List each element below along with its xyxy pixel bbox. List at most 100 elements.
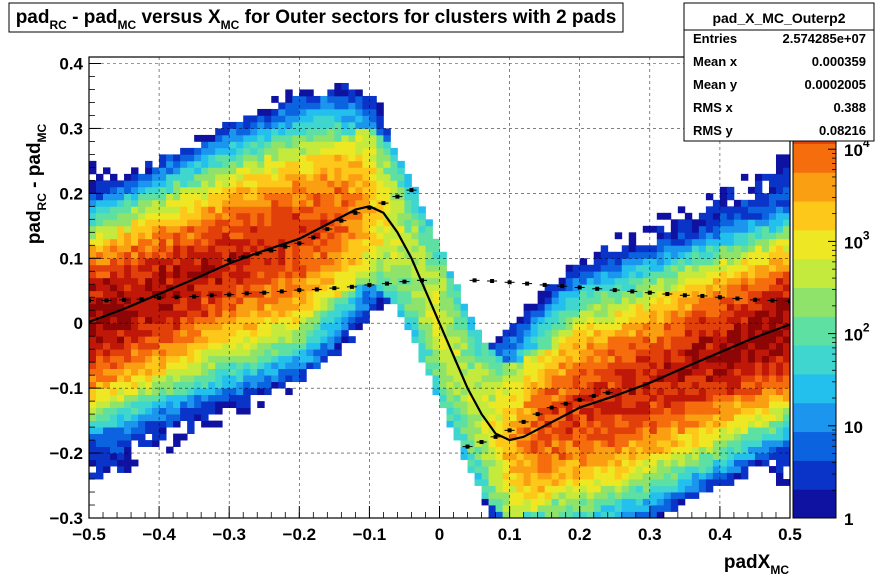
- heatmap-cell: [579, 297, 588, 305]
- heatmap-cell: [775, 199, 784, 207]
- heatmap-cell: [271, 186, 279, 194]
- heatmap-cell: [96, 394, 104, 402]
- heatmap-cell: [642, 485, 651, 493]
- heatmap-cell: [327, 271, 335, 279]
- heatmap-cell: [768, 316, 777, 324]
- heatmap-cell: [194, 245, 202, 253]
- heatmap-cell: [523, 362, 532, 370]
- heatmap-cell: [719, 368, 728, 376]
- heatmap-cell: [523, 498, 532, 506]
- heatmap-cell: [320, 180, 328, 188]
- heatmap-cell: [579, 433, 588, 441]
- heatmap-cell: [159, 362, 167, 370]
- heatmap-cell: [467, 420, 475, 428]
- profile-point: [192, 294, 197, 299]
- heatmap-cell: [705, 414, 714, 421]
- heatmap-cell: [740, 264, 749, 272]
- heatmap-cell: [775, 336, 784, 344]
- heatmap-cell: [89, 251, 97, 259]
- heatmap-cell: [166, 277, 174, 285]
- heatmap-cell: [705, 303, 714, 311]
- heatmap-cell: [369, 121, 377, 129]
- heatmap-cell: [180, 388, 188, 396]
- heatmap-cell: [747, 394, 756, 402]
- heatmap-cell: [677, 258, 686, 266]
- heatmap-cell: [488, 401, 496, 409]
- heatmap-cell: [551, 329, 560, 337]
- heatmap-cell: [523, 466, 532, 473]
- heatmap-cell: [103, 284, 111, 292]
- heatmap-cell: [313, 232, 321, 240]
- heatmap-cell: [558, 485, 567, 493]
- heatmap-cell: [110, 375, 118, 383]
- heatmap-cell: [292, 290, 300, 298]
- heatmap-cell: [705, 323, 714, 331]
- heatmap-cell: [145, 225, 153, 233]
- heatmap-cell: [131, 316, 139, 324]
- heatmap-cell: [705, 485, 714, 493]
- heatmap-cell: [313, 277, 321, 285]
- heatmap-cell: [152, 180, 160, 188]
- heatmap-cell: [642, 453, 651, 460]
- heatmap-cell: [425, 271, 433, 279]
- heatmap-cell: [418, 219, 426, 227]
- heatmap-cell: [285, 173, 293, 181]
- heatmap-cell: [607, 355, 616, 363]
- heatmap-cell: [117, 453, 125, 460]
- heatmap-cell: [187, 245, 195, 253]
- heatmap-cell: [488, 485, 496, 493]
- heatmap-cell: [775, 316, 784, 324]
- heatmap-cell: [607, 303, 616, 311]
- heatmap-cell: [334, 323, 342, 331]
- heatmap-cell: [516, 323, 525, 331]
- heatmap-cell: [593, 297, 602, 305]
- heatmap-cell: [257, 238, 265, 246]
- heatmap-cell: [712, 342, 721, 350]
- heatmap-cell: [348, 167, 356, 175]
- heatmap-cell: [166, 303, 174, 311]
- profile-point: [314, 287, 319, 292]
- heatmap-cell: [600, 472, 609, 480]
- heatmap-cell: [537, 472, 546, 480]
- heatmap-cell: [117, 271, 125, 279]
- heatmap-cell: [110, 212, 118, 220]
- heatmap-cell: [334, 245, 342, 253]
- heatmap-cell: [299, 108, 307, 116]
- heatmap-cell: [726, 375, 735, 383]
- heatmap-cell: [467, 362, 475, 370]
- heatmap-cell: [775, 427, 784, 434]
- heatmap-cell: [670, 219, 679, 227]
- heatmap-cell: [89, 232, 97, 240]
- heatmap-cell: [306, 102, 314, 110]
- heatmap-cell: [600, 427, 609, 434]
- heatmap-cell: [96, 212, 104, 220]
- heatmap-cell: [355, 258, 363, 266]
- heatmap-cell: [768, 375, 777, 383]
- heatmap-cell: [614, 485, 623, 493]
- heatmap-cell: [754, 206, 763, 214]
- heatmap-cell: [446, 368, 454, 376]
- heatmap-cell: [320, 134, 328, 142]
- heatmap-cell: [229, 245, 237, 253]
- heatmap-cell: [670, 381, 679, 389]
- heatmap-cell: [649, 297, 658, 305]
- heatmap-cell: [355, 121, 363, 129]
- heatmap-cell: [173, 212, 181, 220]
- heatmap-cell: [110, 206, 118, 214]
- heatmap-cell: [159, 232, 167, 240]
- heatmap-cell: [565, 271, 574, 279]
- heatmap-cell: [488, 440, 496, 447]
- x-tick-label: −0.2: [283, 525, 317, 544]
- heatmap-cell: [152, 238, 160, 246]
- heatmap-cell: [187, 225, 195, 233]
- heatmap-cell: [341, 323, 349, 331]
- heatmap-cell: [397, 173, 405, 181]
- heatmap-cell: [103, 355, 111, 363]
- heatmap-cell: [747, 310, 756, 318]
- heatmap-cell: [712, 433, 721, 441]
- heatmap-cell: [243, 128, 251, 136]
- heatmap-cell: [166, 238, 174, 246]
- heatmap-cell: [334, 342, 342, 350]
- heatmap-cell: [425, 362, 433, 370]
- heatmap-cell: [215, 420, 223, 428]
